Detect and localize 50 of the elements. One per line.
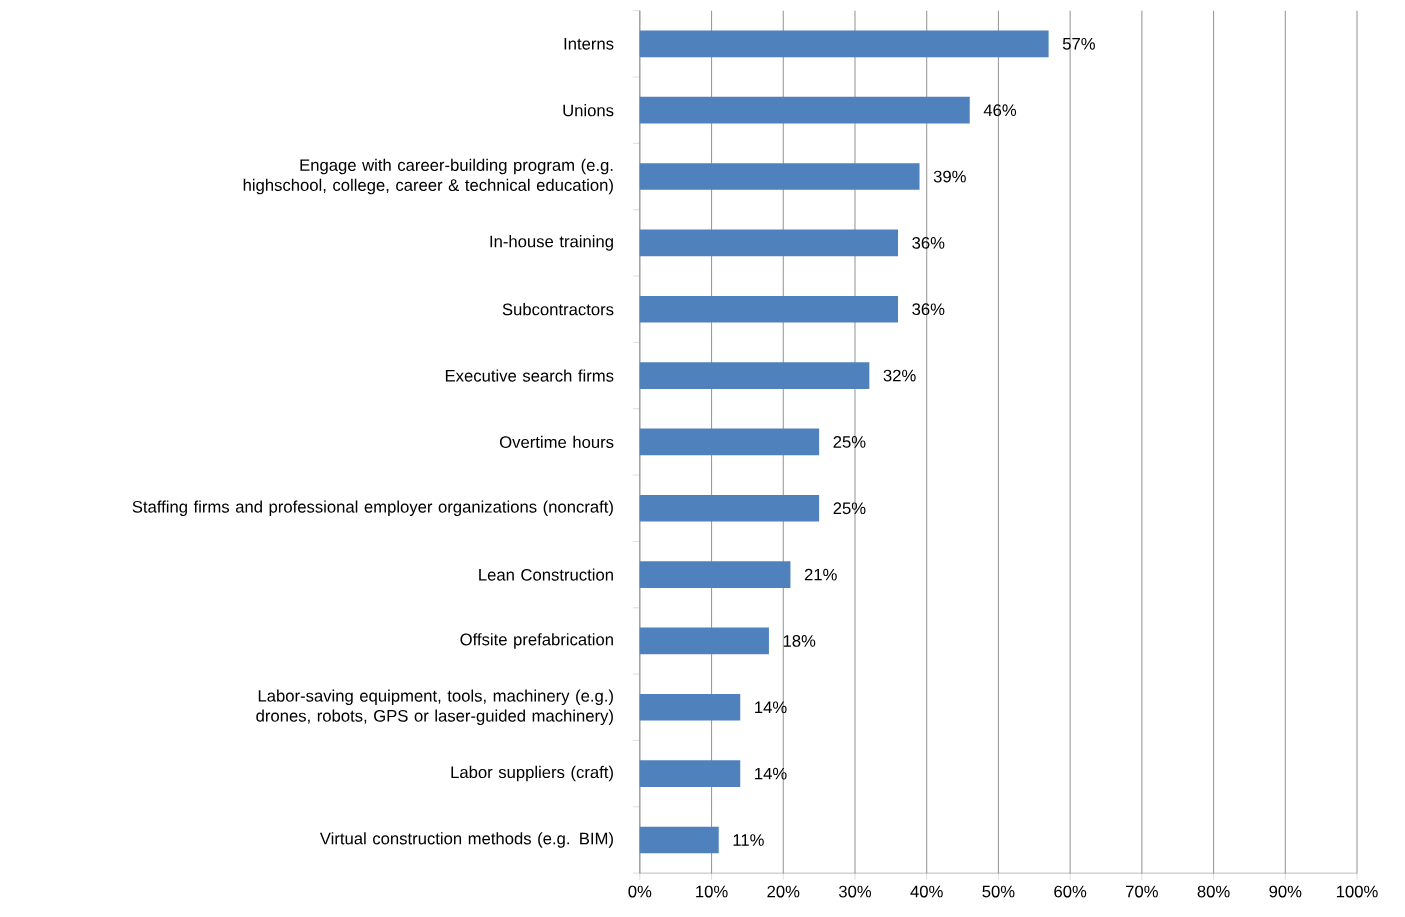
bar [639, 561, 791, 588]
data-label: 25% [833, 502, 866, 515]
y-tick-label: Lean Construction [479, 568, 613, 581]
y-tick-label: In-house training [490, 235, 613, 251]
x-tick-label: 100% [1336, 885, 1378, 898]
y-tick-label: Staffing firms and professional employer organizations (noncraft) [132, 500, 613, 516]
x-tick-label: 30% [838, 885, 872, 898]
y-tick-label: Overtime hours [499, 435, 614, 448]
bar [639, 760, 741, 787]
y-tick-label: Unions [563, 104, 614, 117]
y-tick-label: Engage with career-building program (e.g. highschool, college, career & technical education) [243, 158, 613, 195]
bar [639, 30, 1049, 58]
data-label: 36% [912, 236, 945, 249]
bar [639, 494, 820, 522]
x-tick-label: 70% [1126, 885, 1158, 898]
bar [639, 163, 920, 190]
data-label: 39% [933, 170, 966, 183]
x-tick-label: 20% [767, 885, 800, 898]
data-label: 36% [912, 303, 945, 316]
y-tick-label: Executive search firms [445, 369, 614, 382]
y-tick-label: Labor-saving equipment, tools, machinery (e.g.) drones, robots, GPS or laser-guided machinery) [256, 689, 613, 725]
y-tick-label: Labor suppliers (craft) [451, 765, 613, 782]
x-tick-label: 0% [628, 885, 652, 898]
bar [639, 295, 899, 323]
bar [639, 826, 719, 854]
bar [639, 362, 870, 389]
y-tick-label: Interns [564, 37, 614, 50]
data-label: 46% [983, 104, 1017, 117]
y-tick-label: Virtual construction methods (e.g. BIM) [319, 832, 613, 848]
x-tick-label: 40% [910, 885, 943, 898]
x-tick-label: 90% [1269, 885, 1302, 898]
y-tick-label: Offsite prefabrication [460, 633, 613, 649]
bar [639, 627, 769, 655]
x-tick-label: 80% [1197, 885, 1230, 898]
x-tick-label: 60% [1054, 885, 1087, 898]
data-label: 25% [833, 435, 866, 448]
x-tick-label: 50% [982, 885, 1015, 898]
bar [639, 229, 899, 257]
data-label: 32% [883, 369, 916, 382]
data-label: 18% [783, 634, 816, 647]
bar [639, 96, 970, 124]
data-label: 14% [755, 701, 787, 714]
bar [639, 428, 820, 456]
data-label: 57% [1062, 37, 1095, 50]
y-tick-label: Subcontractors [502, 303, 614, 316]
x-tick-label: 10% [696, 885, 728, 898]
data-label: 11% [733, 834, 764, 846]
data-label: 21% [804, 568, 837, 581]
bar [639, 693, 741, 721]
data-label: 14% [755, 767, 787, 780]
